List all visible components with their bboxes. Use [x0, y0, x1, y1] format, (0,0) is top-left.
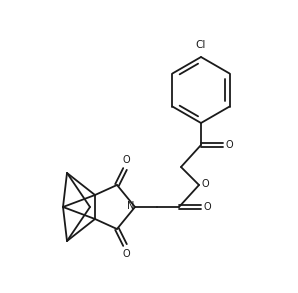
Text: O: O [122, 249, 130, 259]
Text: O: O [202, 179, 209, 189]
Text: O: O [122, 155, 130, 165]
Text: Cl: Cl [196, 40, 206, 50]
Text: O: O [204, 202, 212, 212]
Text: O: O [226, 140, 234, 150]
Text: N: N [127, 201, 134, 211]
